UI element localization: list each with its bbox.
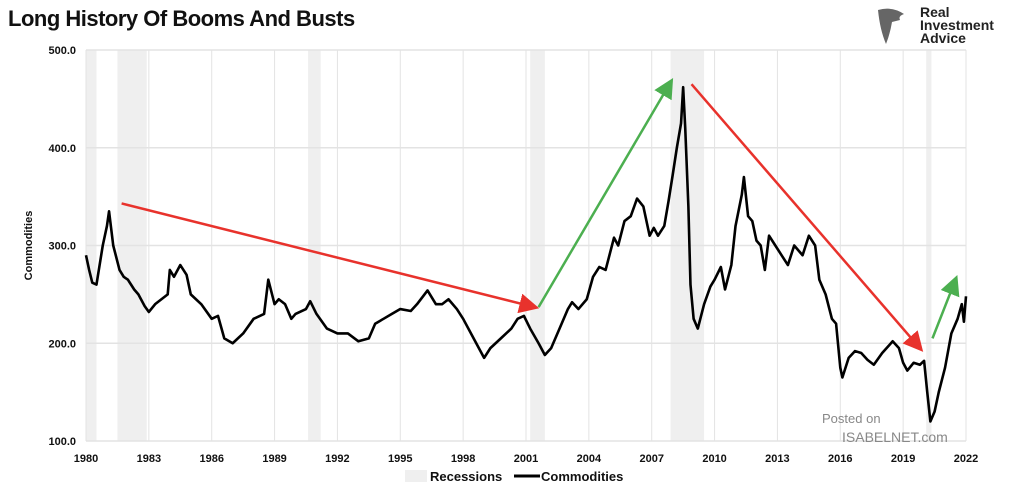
chart-title: Long History Of Booms And Busts — [8, 6, 355, 31]
x-tick-label: 2013 — [765, 453, 789, 465]
trend-arrow — [537, 77, 674, 308]
x-tick-label: 1989 — [262, 453, 286, 465]
x-tick-label: 2004 — [577, 453, 602, 465]
y-tick-label: 500.0 — [48, 45, 76, 57]
trend-arrow — [690, 83, 924, 352]
watermark-line: Posted on — [822, 411, 881, 426]
legend-swatch-recessions — [405, 470, 427, 482]
series-line-commodities — [84, 85, 968, 423]
trend-arrow — [121, 202, 540, 314]
x-tick-label: 2001 — [514, 453, 538, 465]
x-tick-label: 1983 — [137, 453, 161, 465]
logo-line: Real — [920, 4, 950, 20]
y-axis-label: Commodities — [23, 211, 35, 281]
watermark-line: ISABELNET.com — [842, 429, 948, 445]
x-tick-label: 1992 — [325, 453, 349, 465]
watermark: Posted on ISABELNET.com — [822, 411, 948, 446]
trend-arrow — [931, 275, 960, 339]
x-tick-label: 1986 — [199, 453, 223, 465]
x-tick-label: 2016 — [828, 453, 852, 465]
x-tick-label: 1998 — [451, 453, 475, 465]
x-tick-label: 2022 — [954, 453, 978, 465]
x-tick-label: 1995 — [388, 453, 412, 465]
x-tick-label: 2010 — [702, 453, 726, 465]
logo-line: Advice — [920, 30, 966, 46]
legend-label-recessions: Recessions — [430, 469, 502, 484]
y-tick-label: 100.0 — [48, 436, 76, 448]
real-investment-advice-logo: Real Investment Advice — [872, 4, 1012, 46]
y-tick-label: 300.0 — [48, 241, 76, 253]
eagle-icon — [878, 8, 904, 45]
x-tick-label: 2007 — [639, 453, 663, 465]
logo-line: Investment — [920, 17, 994, 33]
x-tick-label: 1980 — [74, 453, 98, 465]
legend-label-commodities: Commodities — [541, 469, 623, 484]
y-tick-label: 200.0 — [48, 338, 76, 350]
y-tick-label: 400.0 — [48, 143, 76, 155]
x-tick-label: 2019 — [891, 453, 915, 465]
